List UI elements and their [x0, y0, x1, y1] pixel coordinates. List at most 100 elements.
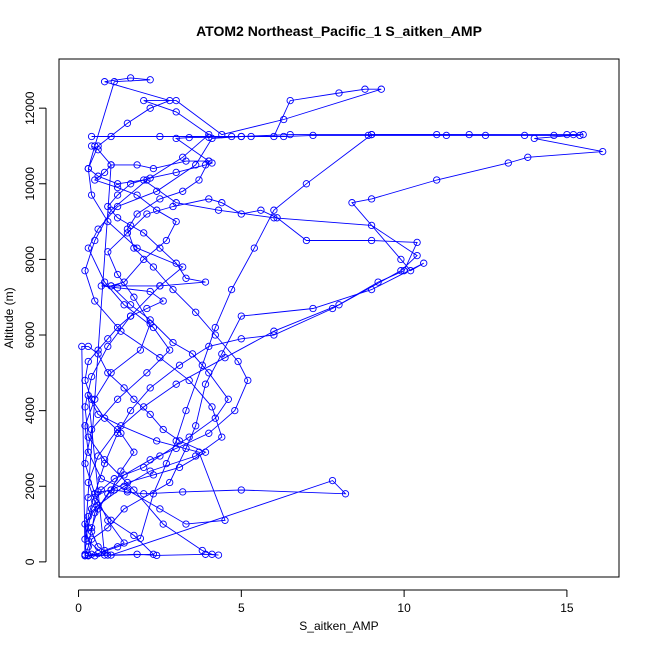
data-point	[133, 161, 141, 169]
data-point	[84, 342, 92, 351]
data-point	[172, 259, 180, 267]
data-point	[159, 297, 167, 305]
data-point	[126, 312, 135, 320]
data-point	[367, 285, 376, 294]
data-point	[367, 236, 376, 245]
data-point	[94, 543, 102, 551]
data-point	[335, 89, 343, 97]
data-point	[153, 551, 161, 560]
data-point	[348, 199, 356, 207]
data-point	[185, 376, 193, 385]
data-point	[172, 217, 180, 226]
data-point	[143, 210, 151, 218]
data-point	[130, 395, 138, 403]
data-point	[237, 210, 245, 218]
data-point	[280, 132, 288, 141]
data-point	[185, 133, 193, 142]
data-point	[117, 467, 125, 475]
data-point	[270, 327, 278, 335]
chart-title: ATOM2 Northeast_Pacific_1 S_aitken_AMP	[196, 23, 482, 39]
data-point	[113, 183, 122, 192]
data-point	[159, 425, 167, 434]
data-point	[149, 263, 158, 271]
data-point	[179, 187, 187, 195]
data-point	[367, 221, 376, 230]
series-layer	[78, 74, 607, 560]
data-point	[364, 131, 372, 140]
data-point	[123, 478, 132, 487]
data-point	[126, 406, 135, 415]
y-tick-label: 0	[23, 558, 37, 565]
data-point	[309, 304, 317, 313]
x-tick-label: 10	[397, 601, 411, 615]
data-point	[100, 414, 109, 422]
data-point	[182, 444, 190, 453]
data-point	[247, 132, 255, 141]
data-point	[208, 159, 216, 167]
data-point	[146, 410, 154, 419]
data-point	[94, 225, 102, 233]
data-point	[104, 342, 112, 351]
data-point	[182, 157, 190, 165]
data-point	[149, 164, 158, 173]
data-point	[97, 282, 105, 290]
plot-frame	[58, 58, 620, 578]
data-point	[244, 376, 252, 385]
data-point	[113, 180, 122, 188]
data-point	[208, 550, 216, 558]
data-point	[143, 304, 151, 313]
data-point	[91, 176, 99, 184]
data-point	[576, 131, 584, 140]
y-tick-label: 10000	[23, 167, 37, 201]
data-point	[107, 486, 115, 494]
data-point	[94, 488, 102, 496]
data-point	[218, 433, 226, 441]
data-point	[84, 433, 92, 441]
data-point	[123, 488, 132, 496]
data-point	[87, 395, 96, 403]
data-point	[166, 346, 174, 354]
y-axis-label: Altitude (m)	[2, 287, 16, 348]
data-point	[113, 323, 122, 332]
series-3	[81, 142, 350, 559]
data-point	[149, 471, 158, 479]
data-point	[113, 395, 122, 403]
data-point	[214, 206, 223, 214]
series-line	[81, 134, 580, 556]
data-point	[146, 316, 154, 324]
data-point	[120, 539, 128, 547]
data-point	[130, 293, 138, 301]
data-point	[257, 206, 265, 214]
data-point	[120, 505, 128, 513]
data-point	[130, 531, 138, 540]
data-point	[481, 131, 490, 140]
data-point	[153, 206, 161, 214]
data-point	[104, 369, 112, 377]
data-point	[143, 369, 151, 377]
data-point	[84, 512, 92, 521]
data-point	[117, 422, 125, 430]
data-point	[201, 380, 210, 388]
series-line	[84, 77, 603, 557]
data-point	[169, 338, 177, 347]
data-point	[126, 180, 135, 188]
y-tick-label: 4000	[23, 397, 37, 424]
data-point	[172, 134, 180, 143]
data-point	[91, 552, 99, 560]
data-point	[208, 403, 216, 411]
x-tick-label: 0	[75, 601, 82, 615]
data-point	[153, 437, 161, 445]
x-tick-label: 5	[238, 601, 245, 615]
data-point	[130, 448, 138, 456]
data-point	[107, 132, 115, 141]
series-2	[81, 85, 421, 560]
data-point	[328, 304, 337, 313]
data-point	[94, 505, 102, 513]
data-point	[192, 308, 200, 316]
data-point	[227, 285, 236, 294]
data-point	[107, 161, 115, 169]
data-point	[237, 335, 245, 343]
data-point	[140, 229, 148, 237]
data-point	[205, 369, 213, 377]
